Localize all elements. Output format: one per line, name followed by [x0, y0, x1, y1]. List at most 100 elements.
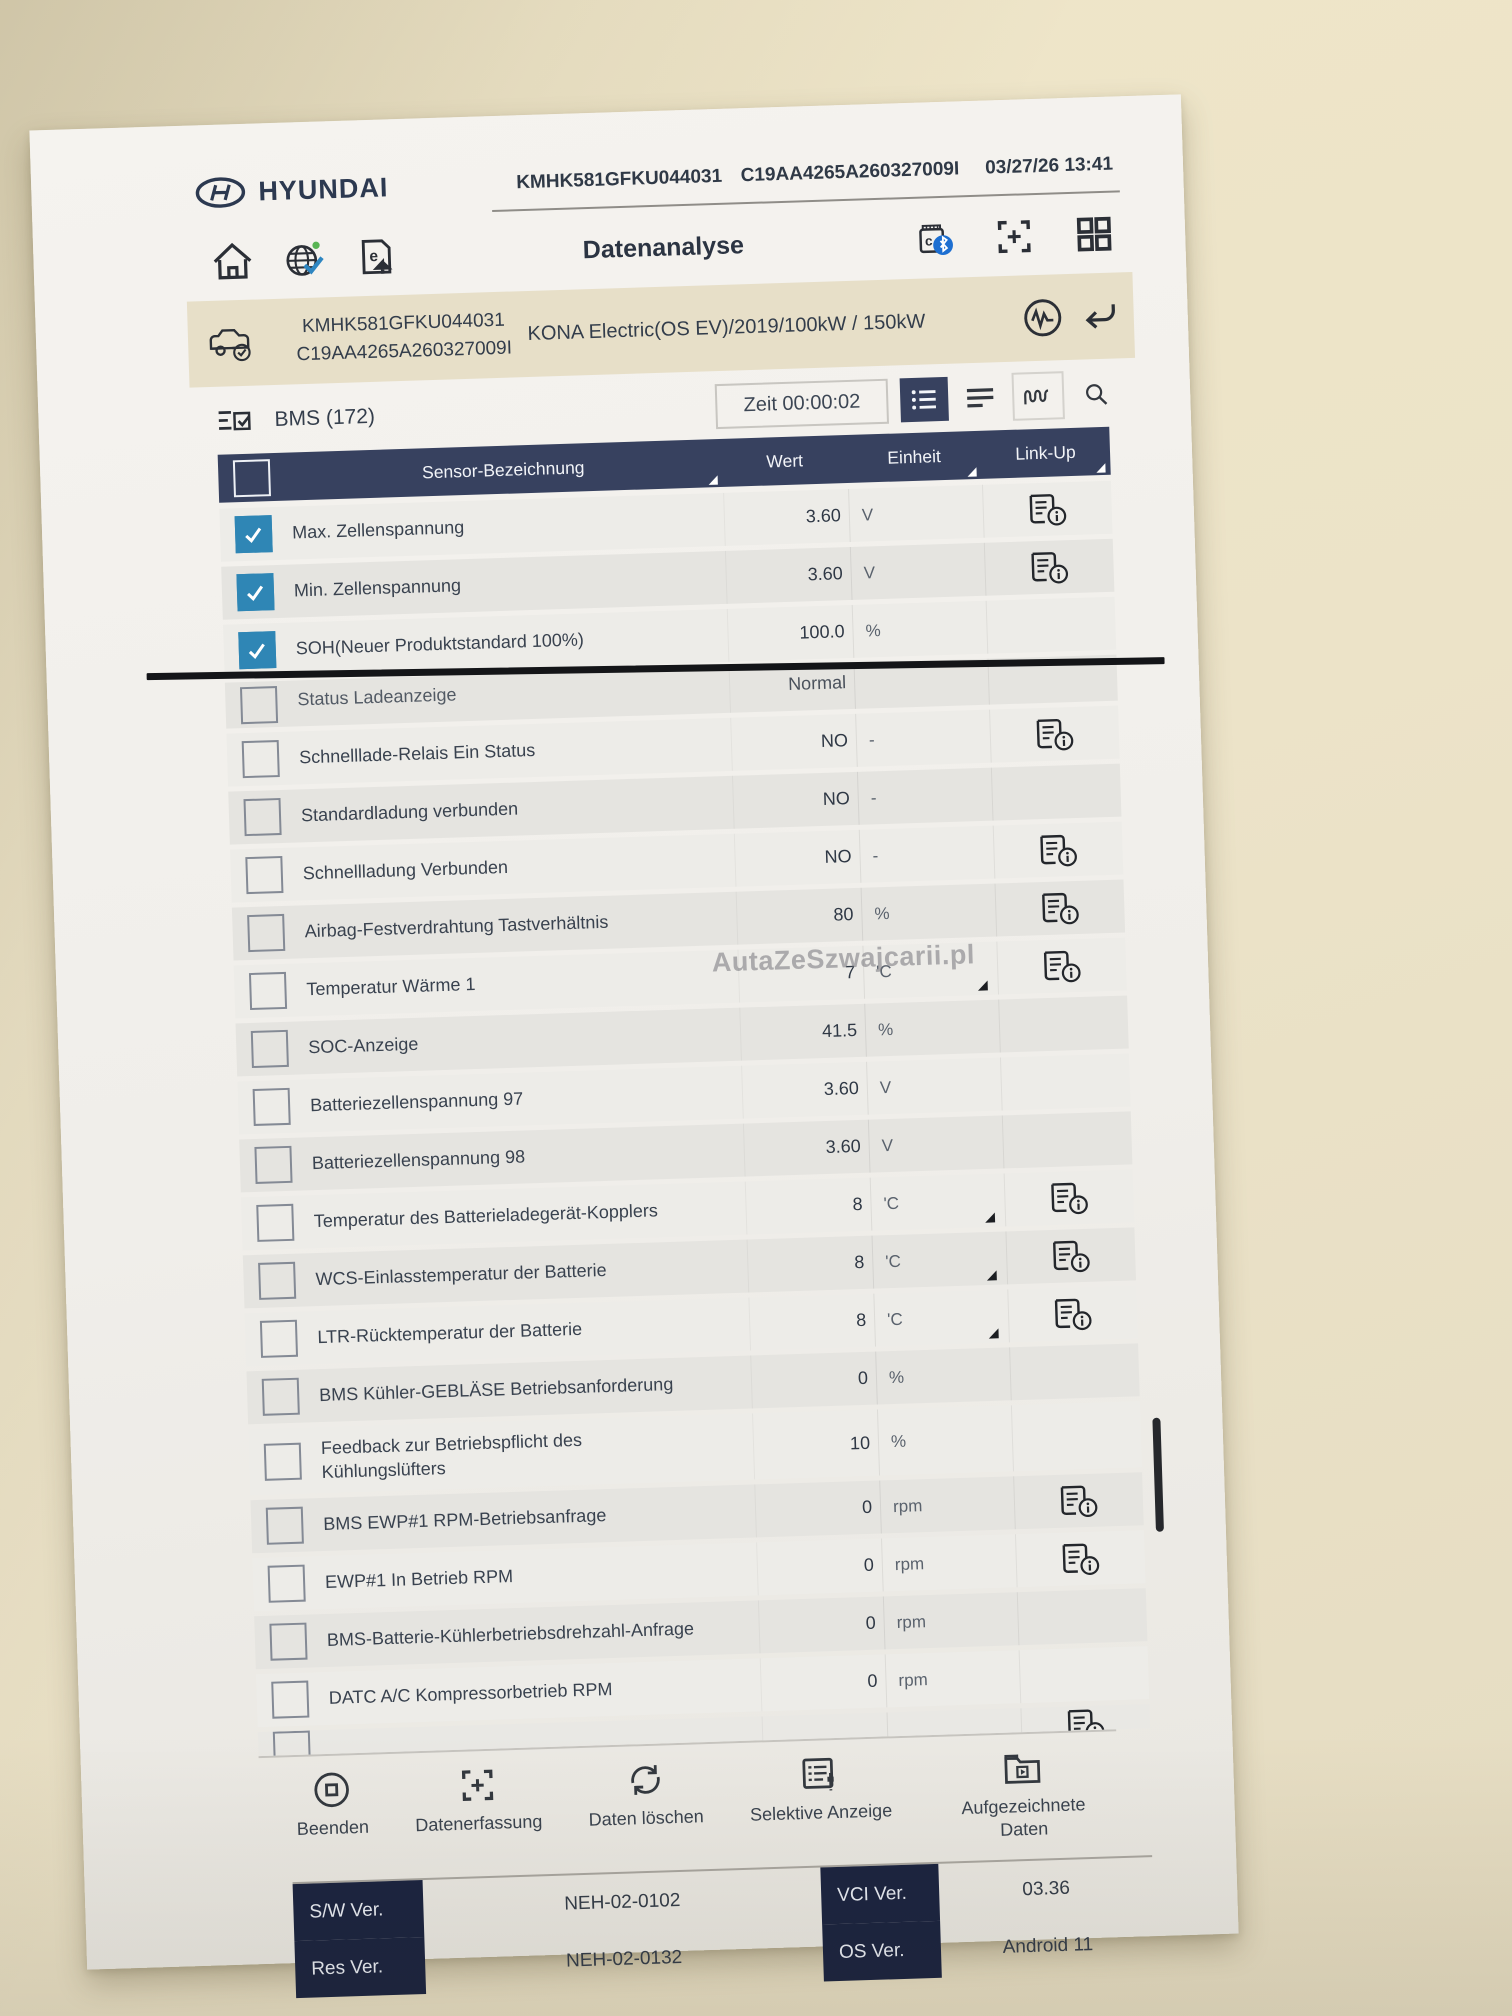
row-checkbox[interactable]	[263, 1442, 302, 1481]
sensor-label: Schnellladung Verbunden	[302, 857, 509, 884]
row-checkbox[interactable]	[272, 1730, 311, 1757]
sensor-unit: rpm	[894, 1553, 925, 1574]
sensor-unit: -	[872, 845, 879, 865]
signal-analysis-icon[interactable]	[1021, 296, 1064, 339]
linkup-cell	[987, 654, 1118, 705]
sensor-group-label: BMS (172)	[274, 404, 376, 431]
sensor-name-cell: Airbag-Festverdrahtung Tastverhältnis	[298, 892, 737, 959]
vehicle-serial: C19AA4265A260327009I	[296, 337, 513, 366]
sensor-unit: %	[874, 903, 890, 923]
linkup-icon[interactable]	[1059, 1540, 1102, 1577]
linkup-icon[interactable]	[1050, 1237, 1093, 1274]
header-linkup[interactable]: Link-Up	[980, 427, 1110, 479]
linkup-icon[interactable]	[1028, 549, 1071, 586]
stop-button[interactable]: Beenden	[289, 1769, 375, 1842]
linkup-icon[interactable]	[1048, 1179, 1091, 1216]
data-capture-label: Datenerfassung	[414, 1811, 543, 1836]
linkup-icon[interactable]	[1039, 889, 1082, 926]
recorded-data-button[interactable]: Aufgezeichnete Daten	[931, 1745, 1116, 1844]
row-checkbox[interactable]	[252, 1087, 291, 1127]
linkup-cell	[1014, 1530, 1146, 1588]
checkbox-cell	[234, 963, 302, 1018]
brand-name: HYUNDAI	[257, 171, 389, 206]
row-checkbox[interactable]	[261, 1377, 300, 1416]
elapsed-time-box: Zeit 00:00:02	[714, 378, 890, 429]
sensor-name-cell: BMS Kühler-GEBLÄSE Betriebsanforderung	[312, 1356, 751, 1423]
sensor-unit-cell: V	[867, 1115, 1004, 1173]
sensor-unit: %	[865, 620, 881, 641]
linkup-icon[interactable]	[1033, 715, 1076, 752]
linkup-cell	[1013, 1472, 1144, 1530]
sensor-name-cell: BMS-Batterie-Kühlerbetriebsdrehzahl-Anfr…	[320, 1600, 759, 1667]
select-all-checkbox[interactable]	[232, 458, 271, 497]
linkup-icon[interactable]	[1052, 1295, 1095, 1332]
sensor-unit: V	[879, 1077, 892, 1097]
sensor-value: 3.60	[805, 505, 842, 527]
sensor-unit: -	[868, 729, 875, 749]
checkbox-cell	[223, 623, 291, 678]
row-checkbox[interactable]	[259, 1319, 298, 1358]
row-checkbox[interactable]	[246, 913, 285, 953]
sensor-unit: %	[888, 1367, 905, 1387]
sensor-label: Batteriezellenspannung 97	[309, 1088, 524, 1116]
sensor-unit-cell: V	[848, 484, 984, 542]
row-checkbox[interactable]	[255, 1203, 294, 1242]
linkup-icon[interactable]	[1057, 1482, 1100, 1519]
row-checkbox[interactable]	[234, 515, 273, 554]
sensor-value: 0	[861, 1496, 873, 1518]
linkup-cell	[1009, 1343, 1140, 1401]
row-checkbox[interactable]	[241, 740, 280, 779]
data-capture-button[interactable]: Datenerfassung	[407, 1763, 548, 1838]
sensor-unit-cell: rpm	[884, 1650, 1021, 1708]
row-checkbox[interactable]	[250, 1029, 289, 1069]
select-all-cell	[218, 453, 285, 503]
row-checkbox[interactable]	[239, 685, 278, 724]
sensor-label: Airbag-Festverdrahtung Tastverhältnis	[304, 912, 609, 942]
graph-view-button[interactable]	[1011, 371, 1065, 421]
sensor-label: WCS-Einlasstemperatur der Batterie	[315, 1260, 607, 1290]
linkup-icon[interactable]	[1041, 947, 1084, 984]
vehicle-icon	[205, 320, 258, 366]
checkbox-cell	[230, 848, 298, 903]
clear-data-button[interactable]: Daten löschen	[581, 1758, 710, 1832]
sensor-value-cell: NO	[732, 771, 859, 829]
row-checkbox[interactable]	[244, 855, 283, 895]
sensor-value: 80	[833, 904, 854, 925]
linkup-cell	[1007, 1285, 1138, 1343]
sensor-value: 41.5	[821, 1019, 858, 1042]
back-return-icon[interactable]	[1079, 298, 1120, 333]
row-checkbox[interactable]	[248, 971, 287, 1011]
sensor-value: 8	[855, 1309, 867, 1331]
row-checkbox[interactable]	[270, 1680, 309, 1719]
checkbox-cell	[236, 1021, 304, 1076]
sensor-label: Max. Zellenspannung	[291, 517, 465, 543]
row-checkbox[interactable]	[235, 573, 275, 612]
linkup-icon[interactable]	[1026, 491, 1069, 528]
row-checkbox[interactable]	[267, 1564, 306, 1603]
header-wert[interactable]: Wert	[766, 449, 804, 472]
sensor-unit-cell: V	[849, 542, 986, 600]
sw-version-label: S/W Ver.	[292, 1880, 425, 1942]
sensor-value-cell: 8	[746, 1235, 874, 1293]
row-checkbox[interactable]	[237, 631, 276, 670]
row-checkbox[interactable]	[253, 1145, 293, 1184]
sensor-value-cell: 3.60	[724, 546, 852, 604]
row-checkbox[interactable]	[242, 798, 282, 837]
row-checkbox[interactable]	[257, 1261, 296, 1300]
row-checkbox[interactable]	[265, 1506, 304, 1545]
res-version-value: NEH-02-0132	[565, 1946, 683, 1972]
sensor-unit-cell: %	[864, 999, 1000, 1057]
selective-display-button[interactable]: Selektive Anzeige	[742, 1752, 898, 1827]
linkup-icon[interactable]	[1037, 831, 1080, 868]
search-button[interactable]	[1072, 371, 1121, 416]
linkup-cell	[1003, 1169, 1135, 1227]
text-view-button[interactable]	[956, 375, 1005, 420]
header-einheit[interactable]: Einheit	[846, 431, 981, 483]
linkup-cell	[989, 705, 1120, 763]
selective-display-label: Selektive Anzeige	[749, 1800, 893, 1825]
sensor-value: 0	[867, 1670, 878, 1691]
sensor-name-cell: Max. Zellenspannung	[285, 493, 724, 560]
list-view-button[interactable]	[899, 376, 949, 423]
selective-display-icon	[799, 1755, 840, 1794]
row-checkbox[interactable]	[268, 1622, 308, 1661]
